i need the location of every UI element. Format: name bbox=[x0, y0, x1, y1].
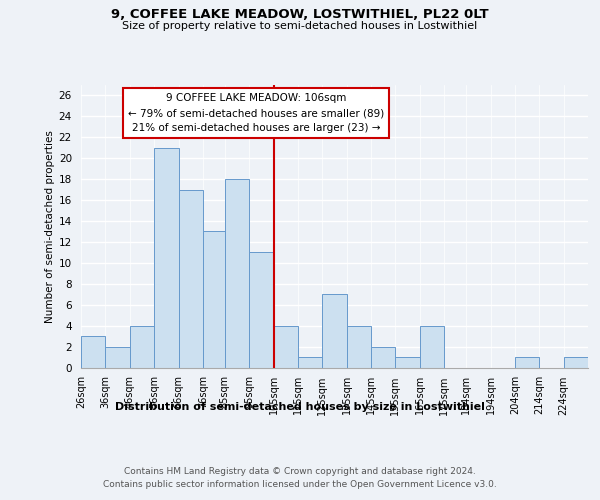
Bar bbox=[420, 326, 444, 368]
Bar bbox=[347, 326, 371, 368]
Bar bbox=[395, 357, 420, 368]
Text: Size of property relative to semi-detached houses in Lostwithiel: Size of property relative to semi-detach… bbox=[122, 21, 478, 31]
Bar bbox=[274, 326, 298, 368]
Bar bbox=[154, 148, 179, 368]
Bar bbox=[249, 252, 274, 368]
Text: 9 COFFEE LAKE MEADOW: 106sqm
← 79% of semi-detached houses are smaller (89)
21% : 9 COFFEE LAKE MEADOW: 106sqm ← 79% of se… bbox=[128, 94, 384, 133]
Bar bbox=[371, 346, 395, 368]
Bar bbox=[298, 357, 322, 368]
Bar bbox=[106, 346, 130, 368]
Text: 9, COFFEE LAKE MEADOW, LOSTWITHIEL, PL22 0LT: 9, COFFEE LAKE MEADOW, LOSTWITHIEL, PL22… bbox=[111, 8, 489, 20]
Bar bbox=[130, 326, 154, 368]
Y-axis label: Number of semi-detached properties: Number of semi-detached properties bbox=[44, 130, 55, 322]
Bar bbox=[563, 357, 588, 368]
Bar bbox=[322, 294, 347, 368]
Bar bbox=[203, 232, 225, 368]
Bar bbox=[515, 357, 539, 368]
Bar bbox=[225, 179, 249, 368]
Text: Distribution of semi-detached houses by size in Lostwithiel: Distribution of semi-detached houses by … bbox=[115, 402, 485, 412]
Text: Contains public sector information licensed under the Open Government Licence v3: Contains public sector information licen… bbox=[103, 480, 497, 489]
Bar bbox=[179, 190, 203, 368]
Bar bbox=[81, 336, 106, 368]
Text: Contains HM Land Registry data © Crown copyright and database right 2024.: Contains HM Land Registry data © Crown c… bbox=[124, 468, 476, 476]
